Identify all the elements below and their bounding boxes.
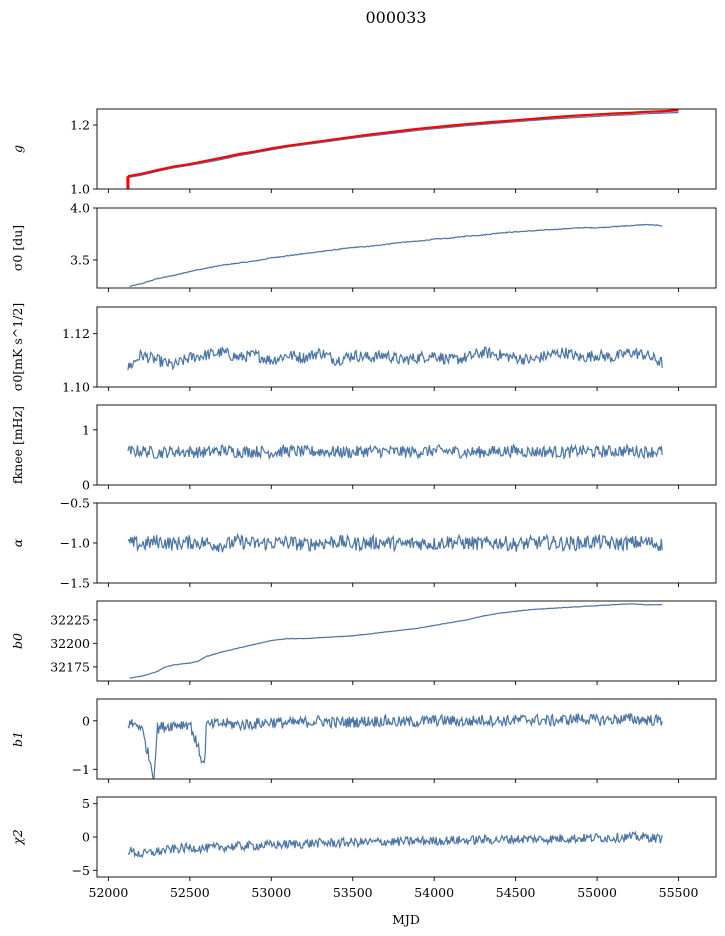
series-line-chi2-0 [127,830,663,859]
panel-frame [96,600,717,682]
y-tick-label: −1.5 [60,576,90,591]
x-tick-label: 53000 [251,885,291,900]
y-tick-label: 32175 [50,659,90,674]
y-tick-label: 0 [82,830,90,845]
y-tick-label: −5 [72,863,90,878]
x-tick-label: 55000 [577,885,617,900]
series-line-alpha-0 [127,532,663,553]
x-tick-label: 54000 [414,885,454,900]
y-axis-label-chi2: χ2 [10,829,25,846]
panel-frame [96,306,717,388]
y-axis-label-sigma0: σ0 [du] [10,225,25,271]
y-axis-label-fknee: fknee [mHz] [10,406,25,484]
panel-frame [96,108,717,190]
panel-frame [96,207,717,289]
panel-fknee: 0 1 fknee [mHz] [10,404,717,493]
y-tick-label: 0 [82,713,90,728]
y-tick-label: 1.10 [62,380,90,395]
y-tick-label: 1.2 [70,118,90,133]
y-tick-label: 32200 [50,636,90,651]
series-line-g-1 [127,109,679,178]
y-tick-label: 1.12 [62,326,90,341]
series-line-sigma0_mk-0 [127,345,663,371]
panel-b1: −1 0 b1 [10,698,717,783]
panel-chi2: −5 0 5 χ2 [10,796,717,881]
y-tick-label: 5 [82,796,90,811]
panel-g: 1.0 1.2 g [10,108,717,197]
panel-alpha: −1.5 −1.0 −0.5 α [10,496,717,591]
y-axis-label-g: g [10,145,25,153]
series-line-fknee-0 [127,443,663,461]
x-axis-ticks: 52000 52500 53000 53500 54000 54500 55000 55500 [89,885,699,900]
panel-frame [96,698,717,780]
y-axis-label-b0: b0 [10,633,25,649]
panels: 1.0 1.2 g 3.5 4.0 σ0 [du] 1.10 1.12 σ0[mK s^1/2]… [10,108,717,881]
y-tick-label: 1 [82,422,90,437]
series-line-b1-0 [127,712,663,779]
x-tick-label: 53500 [333,885,373,900]
panel-sigma0_mk: 1.10 1.12 σ0[mK s^1/2] [10,303,717,395]
y-axis-label-sigma0_mk: σ0[mK s^1/2] [10,303,25,391]
y-tick-label: −1.0 [60,536,90,551]
panel-frame [96,404,717,486]
y-tick-label: 4.0 [70,201,90,216]
series-line-b0-0 [129,603,663,679]
x-axis-label: MJD [392,912,420,927]
panel-b0: 32175 32200 32225 b0 [10,600,717,685]
series-line-sigma0-0 [129,223,663,288]
y-tick-label: 0 [82,478,90,493]
y-tick-label: −1 [72,762,90,777]
figure-title: 000033 [365,8,426,27]
y-axis-label-b1: b1 [10,731,25,747]
y-axis-label-alpha: α [10,538,25,547]
y-tick-label: 32225 [50,612,90,627]
series-line-g-0 [127,111,679,179]
panel-sigma0: 3.5 4.0 σ0 [du] [10,201,717,292]
x-tick-label: 52500 [170,885,210,900]
y-tick-label: 3.5 [70,252,90,267]
y-tick-label: −0.5 [60,496,90,511]
x-tick-label: 52000 [89,885,129,900]
x-tick-label: 55500 [659,885,699,900]
x-tick-label: 54500 [496,885,536,900]
y-tick-label: 1.0 [70,182,90,197]
